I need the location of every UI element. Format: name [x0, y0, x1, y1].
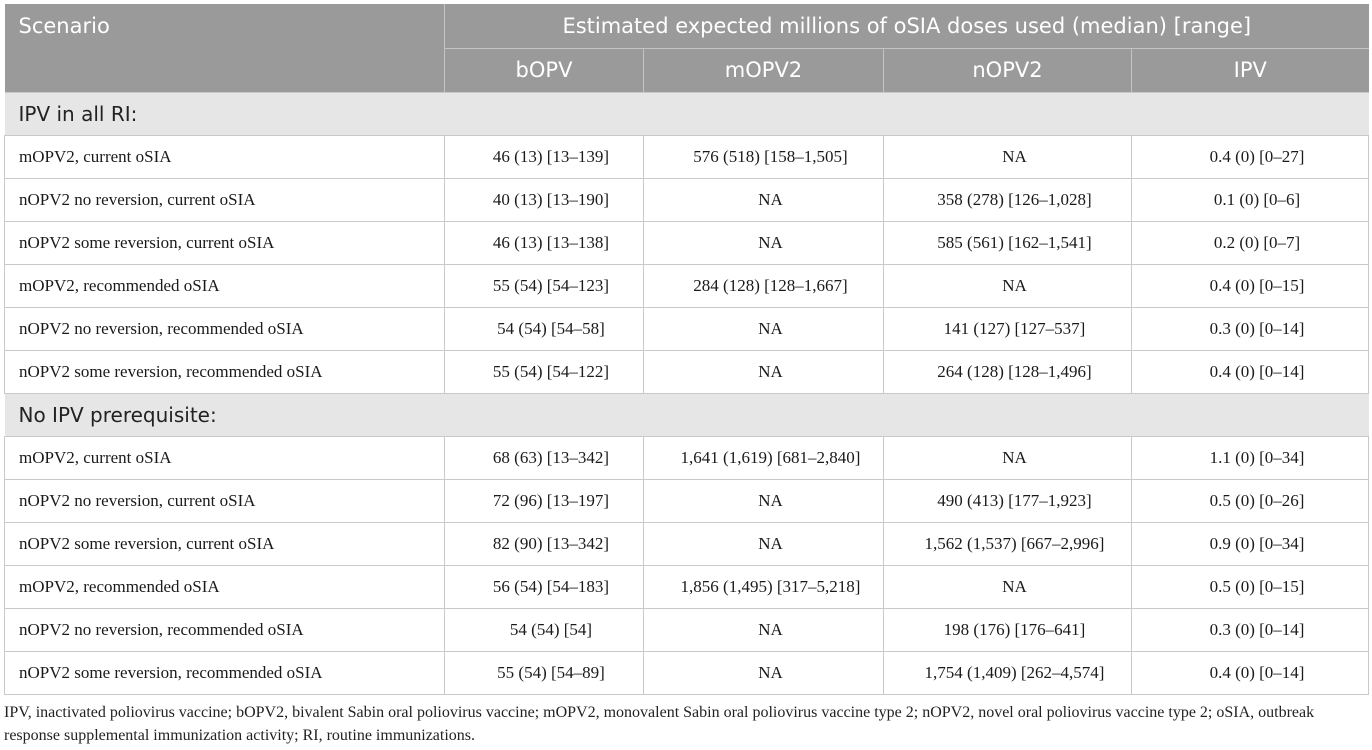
table-row: nOPV2 no reversion, recommended oSIA 54 … [4, 307, 1370, 351]
nopv2-cell: NA [883, 565, 1132, 609]
section-row: No IPV prerequisite: [4, 392, 1369, 437]
scenario-cell: nOPV2 no reversion, recommended oSIA [4, 608, 445, 652]
table-row: mOPV2, recommended oSIA 56 (54) [54–183]… [4, 565, 1370, 609]
nopv2-cell: 198 (176) [176–641] [883, 608, 1132, 652]
section-row: IPV in all RI: [4, 91, 1369, 136]
table-row: nOPV2 some reversion, current oSIA 46 (1… [4, 221, 1370, 265]
table-row: nOPV2 no reversion, current oSIA 72 (96)… [4, 479, 1370, 523]
header-row-columns: bOPV mOPV2 nOPV2 IPV [5, 47, 1369, 92]
mopv2-cell: NA [643, 178, 884, 222]
mopv2-cell: 1,856 (1,495) [317–5,218] [643, 565, 884, 609]
nopv2-cell: 490 (413) [177–1,923] [883, 479, 1132, 523]
scenario-cell: nOPV2 no reversion, current oSIA [4, 479, 445, 523]
nopv2-cell: NA [883, 264, 1132, 308]
table-row: mOPV2, current oSIA 68 (63) [13–342] 1,6… [4, 436, 1370, 480]
bopv-cell: 46 (13) [13–139] [444, 135, 644, 179]
bopv-cell: 55 (54) [54–123] [444, 264, 644, 308]
scenario-cell: mOPV2, recommended oSIA [4, 565, 445, 609]
table-row: nOPV2 no reversion, current oSIA 40 (13)… [4, 178, 1370, 222]
doses-span-header: Estimated expected millions of oSIA dose… [443, 4, 1369, 48]
mopv2-cell: NA [643, 651, 884, 695]
bopv-cell: 40 (13) [13–190] [444, 178, 644, 222]
table-row: mOPV2, current oSIA 46 (13) [13–139] 576… [4, 135, 1370, 179]
scenario-cell: nOPV2 no reversion, recommended oSIA [4, 307, 445, 351]
mopv2-cell: NA [643, 522, 884, 566]
nopv2-cell: 264 (128) [128–1,496] [883, 350, 1132, 394]
nopv2-cell: NA [883, 436, 1132, 480]
nopv2-cell: 585 (561) [162–1,541] [883, 221, 1132, 265]
scenario-cell: mOPV2, current oSIA [4, 436, 445, 480]
ipv-cell: 0.4 (0) [0–14] [1130, 651, 1370, 695]
nopv2-cell: 141 (127) [127–537] [883, 307, 1132, 351]
ipv-cell: 0.1 (0) [0–6] [1130, 178, 1370, 222]
ipv-cell: 0.4 (0) [0–27] [1130, 135, 1370, 179]
ipv-cell: 0.5 (0) [0–15] [1130, 565, 1370, 609]
scenario-cell: nOPV2 some reversion, current oSIA [4, 221, 445, 265]
nopv2-cell: 1,754 (1,409) [262–4,574] [883, 651, 1132, 695]
scenario-cell: mOPV2, current oSIA [4, 135, 445, 179]
scenario-cell: nOPV2 some reversion, recommended oSIA [4, 350, 445, 394]
mopv2-cell: NA [643, 221, 884, 265]
scenario-cell: mOPV2, recommended oSIA [4, 264, 445, 308]
mopv2-column-header: mOPV2 [643, 47, 884, 92]
scenario-header: Scenario [4, 4, 445, 92]
mopv2-cell: NA [643, 479, 884, 523]
ipv-cell: 0.5 (0) [0–26] [1130, 479, 1370, 523]
bopv-cell: 55 (54) [54–122] [444, 350, 644, 394]
nopv2-cell: 358 (278) [126–1,028] [883, 178, 1132, 222]
section-title: No IPV prerequisite: [4, 392, 1369, 437]
mopv2-cell: NA [643, 307, 884, 351]
table-row: nOPV2 some reversion, recommended oSIA 5… [4, 350, 1370, 394]
scenario-cell: nOPV2 some reversion, recommended oSIA [4, 651, 445, 695]
ipv-column-header: IPV [1130, 47, 1369, 92]
table-row: nOPV2 no reversion, recommended oSIA 54 … [4, 608, 1370, 652]
scenario-cell: nOPV2 no reversion, current oSIA [4, 178, 445, 222]
bopv-cell: 82 (90) [13–342] [444, 522, 644, 566]
mopv2-cell: 284 (128) [128–1,667] [643, 264, 884, 308]
nopv2-column-header: nOPV2 [883, 47, 1132, 92]
mopv2-cell: NA [643, 608, 884, 652]
table-row: mOPV2, recommended oSIA 55 (54) [54–123]… [4, 264, 1370, 308]
ipv-cell: 0.3 (0) [0–14] [1130, 307, 1370, 351]
nopv2-cell: 1,562 (1,537) [667–2,996] [883, 522, 1132, 566]
scenario-cell: nOPV2 some reversion, current oSIA [4, 522, 445, 566]
mopv2-cell: NA [643, 350, 884, 394]
ipv-cell: 0.2 (0) [0–7] [1130, 221, 1370, 265]
ipv-cell: 1.1 (0) [0–34] [1130, 436, 1370, 480]
ipv-cell: 0.4 (0) [0–14] [1130, 350, 1370, 394]
mopv2-cell: 576 (518) [158–1,505] [643, 135, 884, 179]
bopv-column-header: bOPV [444, 47, 644, 92]
table-row: nOPV2 some reversion, current oSIA 82 (9… [4, 522, 1370, 566]
bopv-cell: 68 (63) [13–342] [444, 436, 644, 480]
bopv-cell: 56 (54) [54–183] [444, 565, 644, 609]
section-title: IPV in all RI: [4, 91, 1369, 136]
mopv2-cell: 1,641 (1,619) [681–2,840] [643, 436, 884, 480]
table-footnote: IPV, inactivated poliovirus vaccine; bOP… [4, 704, 1315, 744]
nopv2-cell: NA [883, 135, 1132, 179]
bopv-cell: 54 (54) [54–58] [444, 307, 644, 351]
bopv-cell: 72 (96) [13–197] [444, 479, 644, 523]
bopv-cell: 46 (13) [13–138] [444, 221, 644, 265]
dose-usage-table: Scenario Estimated expected millions of … [4, 4, 1370, 695]
bopv-cell: 54 (54) [54] [444, 608, 644, 652]
ipv-cell: 0.4 (0) [0–15] [1130, 264, 1370, 308]
bopv-cell: 55 (54) [54–89] [444, 651, 644, 695]
header-row-top: Scenario Estimated expected millions of … [4, 4, 1369, 92]
table-row: nOPV2 some reversion, recommended oSIA 5… [4, 651, 1370, 695]
ipv-cell: 0.3 (0) [0–14] [1130, 608, 1370, 652]
ipv-cell: 0.9 (0) [0–34] [1130, 522, 1370, 566]
